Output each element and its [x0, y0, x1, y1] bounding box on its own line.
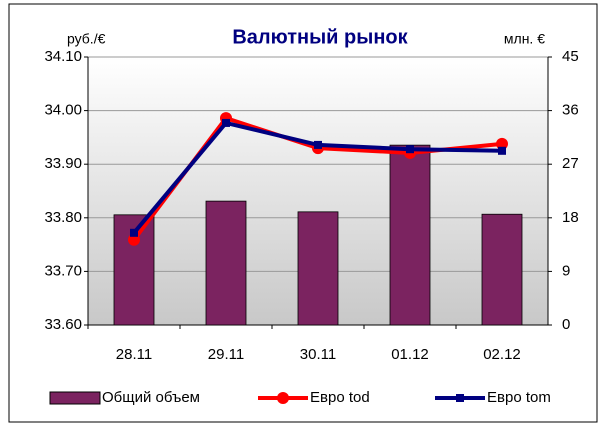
legend-marker [277, 392, 289, 404]
marker [314, 140, 322, 149]
y2-tick-label: 36 [562, 102, 579, 119]
legend-label: Евро tod [310, 389, 370, 406]
y2-tick-label: 9 [562, 262, 570, 279]
y2-tick-label: 18 [562, 209, 579, 226]
y-tick-label: 33.90 [44, 155, 82, 172]
x-tick-label: 28.11 [116, 346, 152, 363]
y-axis-label: руб./€ [67, 31, 106, 47]
x-tick-label: 01.12 [391, 346, 429, 363]
legend-swatch [49, 391, 101, 405]
y2-tick-label: 45 [562, 48, 579, 65]
y-tick-label: 33.80 [44, 209, 82, 226]
bar [113, 214, 155, 326]
marker [406, 145, 414, 154]
y-tick-label: 33.60 [44, 316, 82, 333]
y-tick-label: 34.10 [44, 48, 82, 65]
chart-title: Валютный рынок [232, 26, 408, 48]
marker [222, 118, 230, 127]
x-tick-label: 29.11 [208, 346, 244, 363]
y2-axis-label: млн. € [504, 31, 545, 47]
y2-tick-label: 27 [562, 155, 579, 172]
x-tick-label: 02.12 [483, 346, 521, 363]
bar [481, 213, 523, 326]
y2-tick-label: 0 [562, 316, 570, 333]
x-tick-label: 30.11 [300, 346, 336, 363]
bar [389, 144, 431, 326]
legend-label: Евро tom [487, 389, 551, 406]
bar [297, 211, 339, 326]
y-tick-label: 33.70 [44, 262, 82, 279]
marker [130, 228, 138, 237]
legend-marker [456, 394, 464, 402]
bar [205, 200, 247, 326]
marker [498, 146, 506, 155]
y-tick-label: 34.00 [44, 102, 82, 119]
legend-label: Общий объем [102, 389, 200, 406]
